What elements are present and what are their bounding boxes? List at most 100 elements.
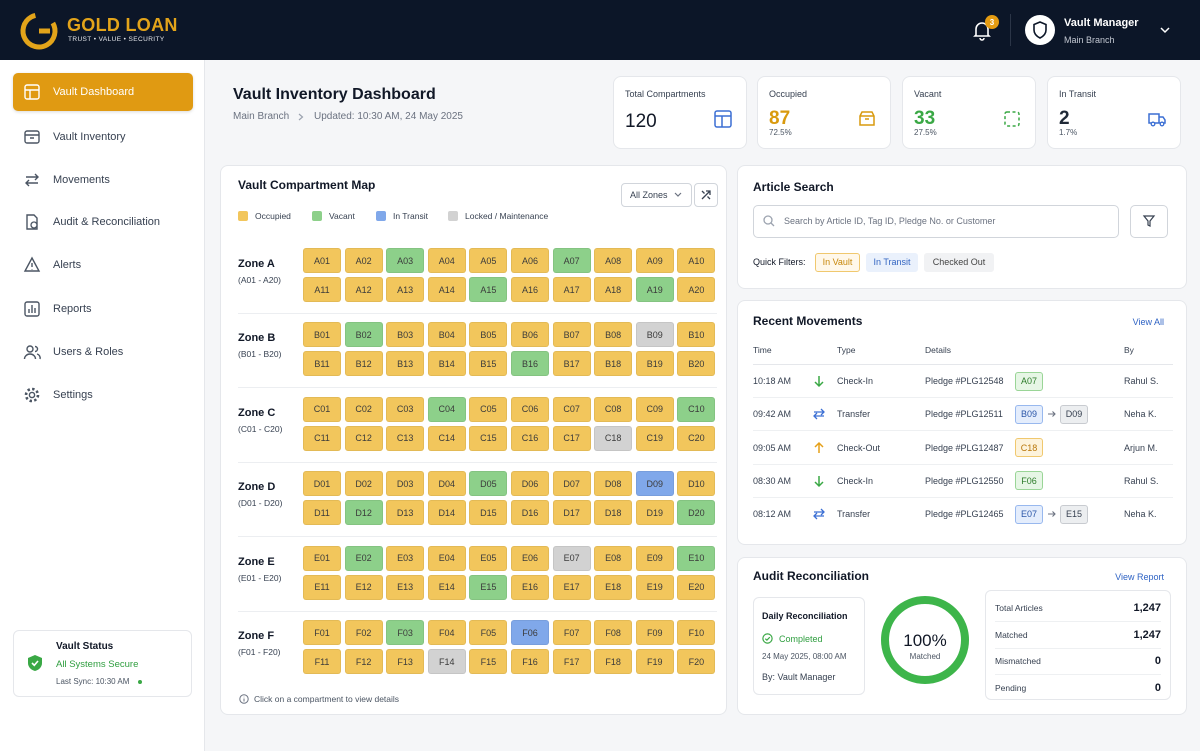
compartment[interactable]: A10 — [677, 248, 716, 273]
compartment[interactable]: D13 — [386, 500, 425, 526]
view-report-link[interactable]: View Report — [1115, 572, 1164, 582]
compartment[interactable]: B13 — [386, 351, 425, 377]
expand-icon[interactable] — [700, 189, 712, 201]
compartment[interactable]: E19 — [635, 574, 674, 600]
compartment[interactable]: D20 — [677, 500, 716, 526]
compartment[interactable]: F09 — [635, 620, 674, 645]
compartment[interactable]: F06 — [511, 620, 549, 645]
compartment[interactable]: A18 — [594, 277, 633, 302]
nav-icon[interactable] — [23, 256, 41, 274]
compartment[interactable]: F05 — [469, 620, 508, 645]
compartment[interactable]: B11 — [303, 351, 341, 377]
compartment[interactable]: C05 — [469, 396, 508, 422]
quick-filter-chip[interactable] — [924, 253, 994, 272]
compartment[interactable]: D05 — [469, 471, 508, 497]
compartment[interactable]: E14 — [427, 574, 466, 600]
nav-item[interactable]: Reports — [53, 303, 92, 315]
compartment[interactable]: F15 — [469, 649, 508, 674]
compartment[interactable]: B15 — [469, 351, 508, 377]
user-menu-chevron[interactable] — [1159, 26, 1171, 34]
compartment[interactable]: B14 — [427, 351, 466, 377]
compartment[interactable]: C18 — [594, 425, 633, 451]
search-placeholder[interactable]: Search by Article ID, Tag ID, Pledge No.… — [784, 216, 996, 226]
compartment[interactable]: E07 — [552, 545, 591, 571]
compartment[interactable]: F08 — [594, 620, 633, 645]
compartment[interactable]: B03 — [386, 322, 425, 348]
compartment[interactable]: A17 — [552, 277, 591, 302]
quick-filter-chip[interactable] — [866, 253, 918, 272]
compartment[interactable]: A16 — [511, 277, 549, 302]
compartment[interactable]: D04 — [427, 471, 466, 497]
compartment[interactable]: E18 — [594, 574, 633, 600]
compartment[interactable]: F16 — [511, 649, 549, 674]
quick-filter-chip[interactable] — [815, 253, 860, 272]
compartment[interactable]: B04 — [427, 322, 466, 348]
compartment[interactable]: D08 — [594, 471, 633, 497]
compartment[interactable]: D15 — [469, 500, 508, 526]
compartment[interactable]: D19 — [635, 500, 674, 526]
compartment[interactable]: F17 — [552, 649, 591, 674]
nav-item[interactable]: Users & Roles — [53, 346, 124, 358]
compartment[interactable]: B09 — [635, 322, 674, 348]
compartment[interactable]: E08 — [594, 545, 633, 571]
compartment[interactable]: A05 — [469, 248, 508, 273]
compartment[interactable]: E11 — [303, 574, 341, 600]
compartment[interactable]: E01 — [303, 545, 341, 571]
quick-filter-label[interactable]: In Transit — [873, 257, 911, 267]
compartment[interactable]: A09 — [635, 248, 674, 273]
nav-item[interactable]: Vault Dashboard — [53, 86, 135, 98]
nav-icon[interactable] — [23, 213, 41, 231]
compartment[interactable]: F13 — [386, 649, 425, 674]
search-input[interactable] — [753, 205, 1119, 238]
compartment[interactable]: C01 — [303, 396, 341, 422]
compartment[interactable]: A14 — [427, 277, 466, 302]
compartment[interactable]: B07 — [552, 322, 591, 348]
quick-filter-label[interactable]: Checked Out — [932, 257, 986, 267]
compartment[interactable]: C12 — [344, 425, 383, 451]
expand-button[interactable] — [694, 183, 718, 207]
compartment[interactable]: A06 — [511, 248, 549, 273]
compartment[interactable]: D11 — [303, 500, 341, 526]
nav-icon[interactable] — [23, 386, 41, 404]
compartment[interactable]: C02 — [344, 396, 383, 422]
zone-filter-label[interactable]: All Zones — [630, 190, 668, 200]
compartment[interactable]: A13 — [386, 277, 425, 302]
zone-filter[interactable] — [621, 183, 692, 207]
compartment[interactable]: A15 — [469, 277, 508, 302]
compartment[interactable]: E04 — [427, 545, 466, 571]
compartment[interactable]: D07 — [552, 471, 591, 497]
compartment[interactable]: C16 — [511, 425, 549, 451]
nav-icon[interactable] — [23, 83, 41, 101]
compartment[interactable]: D06 — [511, 471, 549, 497]
compartment[interactable]: A07 — [552, 248, 591, 273]
view-all-link[interactable]: View All — [1132, 317, 1164, 327]
compartment[interactable]: F04 — [427, 620, 466, 645]
compartment[interactable]: A02 — [344, 248, 383, 273]
compartment[interactable]: D17 — [552, 500, 591, 526]
compartment[interactable]: E17 — [552, 574, 591, 600]
compartment[interactable]: D12 — [344, 500, 383, 526]
compartment[interactable]: A19 — [635, 277, 674, 302]
compartment[interactable]: F20 — [677, 649, 716, 674]
compartment[interactable]: A08 — [594, 248, 633, 273]
compartment[interactable]: B19 — [635, 351, 674, 377]
compartment[interactable]: D09 — [635, 471, 674, 497]
nav-icon[interactable] — [23, 128, 41, 146]
compartment[interactable]: C06 — [511, 396, 549, 422]
compartment[interactable]: B18 — [594, 351, 633, 377]
compartment[interactable]: D10 — [677, 471, 716, 497]
notifications-bell[interactable] — [972, 20, 992, 41]
compartment[interactable]: C13 — [386, 425, 425, 451]
compartment[interactable]: C07 — [552, 396, 591, 422]
compartment[interactable]: C11 — [303, 425, 341, 451]
compartment[interactable]: A01 — [303, 248, 341, 273]
compartment[interactable]: E20 — [677, 574, 716, 600]
compartment[interactable]: D18 — [594, 500, 633, 526]
compartment[interactable]: E02 — [344, 545, 383, 571]
compartment[interactable]: B06 — [511, 322, 549, 348]
compartment[interactable]: F07 — [552, 620, 591, 645]
compartment[interactable]: E06 — [511, 545, 549, 571]
compartment[interactable]: D01 — [303, 471, 341, 497]
compartment[interactable]: B01 — [303, 322, 341, 348]
nav-item[interactable]: Alerts — [53, 259, 82, 271]
